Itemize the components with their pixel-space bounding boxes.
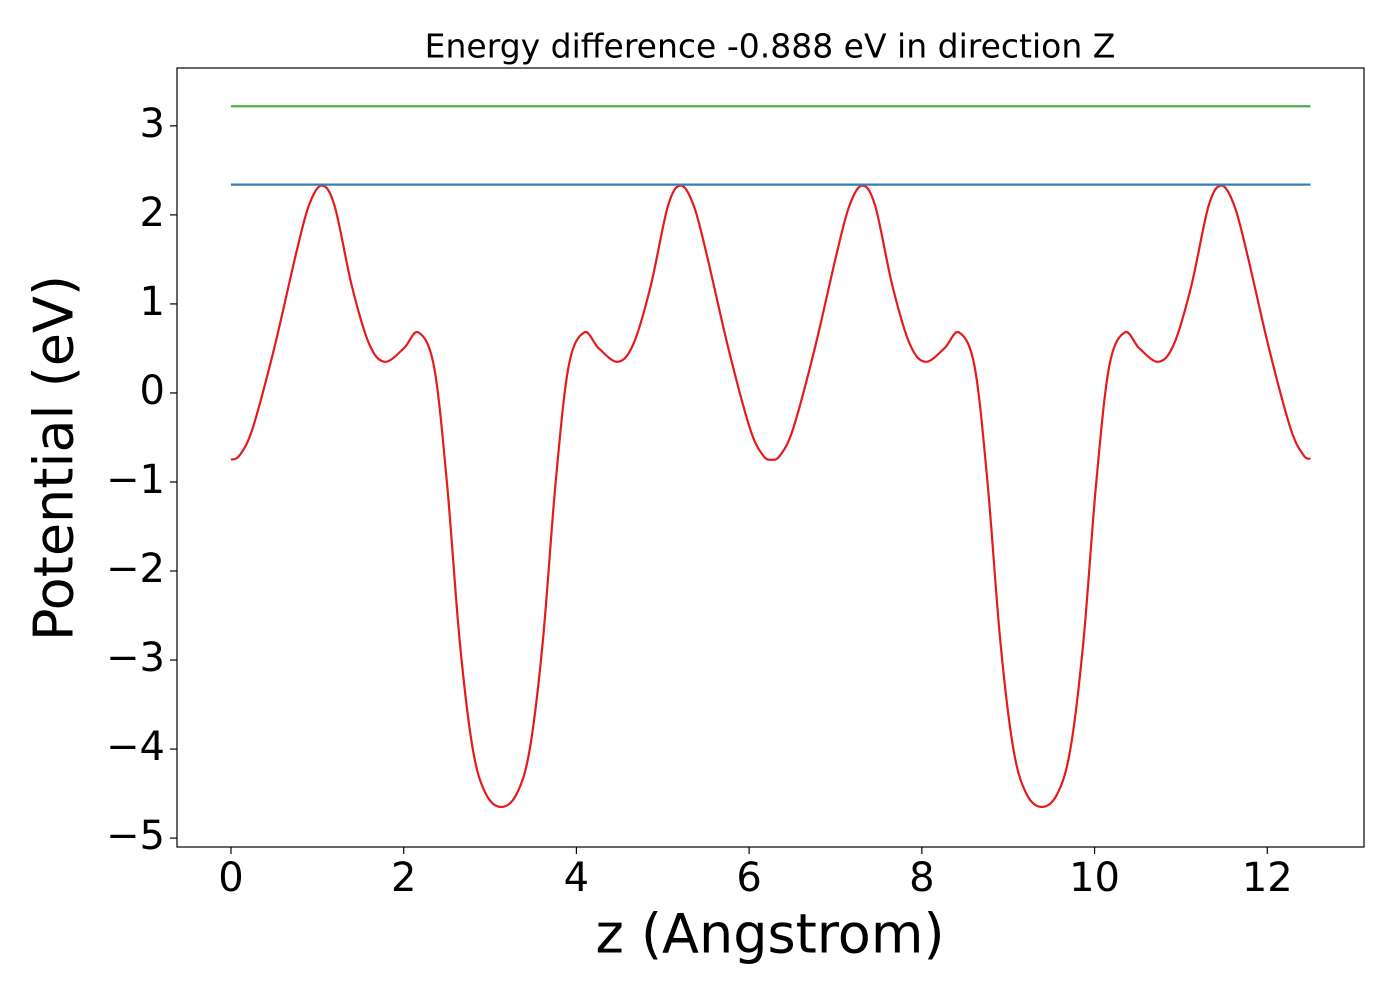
- y-tick-label: −3: [106, 635, 165, 681]
- x-tick-label: 12: [1242, 855, 1293, 901]
- x-tick-label: 0: [218, 855, 243, 901]
- y-tick-label: 1: [140, 279, 165, 325]
- y-tick-label: −4: [106, 724, 165, 770]
- x-tick-label: 8: [909, 855, 934, 901]
- y-tick-label: −5: [106, 813, 165, 859]
- y-tick-label: 3: [140, 101, 165, 147]
- x-axis-label: z (Angstrom): [595, 903, 944, 966]
- line-series: [230, 184, 1311, 809]
- x-tick-label: 10: [1069, 855, 1120, 901]
- y-tick-label: −1: [106, 457, 165, 503]
- y-tick-label: 0: [140, 368, 165, 414]
- y-tick-label: −2: [106, 546, 165, 592]
- x-tick-label: 4: [564, 855, 589, 901]
- y-axis-label: Potential (eV): [23, 275, 86, 641]
- chart-title: Energy difference -0.888 eV in direction…: [425, 27, 1116, 66]
- x-tick-label: 6: [736, 855, 761, 901]
- y-tick-label: 2: [140, 190, 165, 236]
- x-tick-label: 2: [391, 855, 416, 901]
- plot-frame: [176, 67, 1365, 848]
